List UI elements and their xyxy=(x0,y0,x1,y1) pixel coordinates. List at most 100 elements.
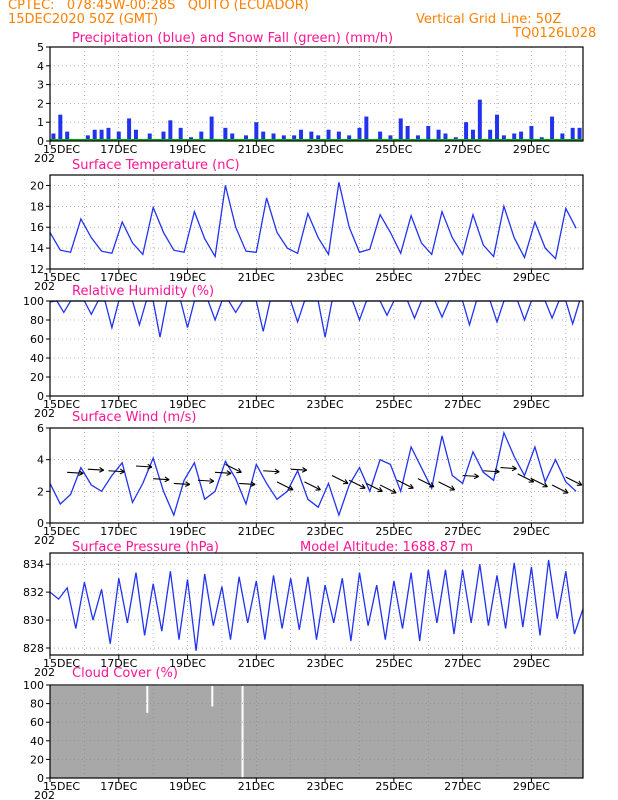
x-tick-label: 19DEC xyxy=(169,657,206,670)
precip-bar xyxy=(443,133,448,141)
cloud-area xyxy=(50,685,583,778)
x-tick-label: 23DEC xyxy=(307,780,344,793)
wind-arrow xyxy=(239,481,256,488)
y-tick-label: 6 xyxy=(37,422,44,435)
x-tick-label: 17DEC xyxy=(100,657,137,670)
x-tick-label: 21DEC xyxy=(238,143,275,156)
precip-bar xyxy=(281,135,286,141)
precip-bar xyxy=(519,131,524,141)
precip-bar xyxy=(364,116,369,141)
precip-bar xyxy=(209,116,214,141)
precip-bar xyxy=(405,125,410,141)
precip-bar xyxy=(99,129,104,141)
panel-4: Surface Pressure (hPa) Model Altitude: 16… xyxy=(23,540,584,679)
wind-arrow xyxy=(500,465,517,472)
y-tick-label: 20 xyxy=(30,179,44,192)
y-tick-label: 20 xyxy=(30,371,44,384)
panel-title: Surface Temperature (nC) xyxy=(72,158,240,173)
wind-arrow xyxy=(215,470,232,476)
panel-frame xyxy=(49,427,584,524)
precip-bar xyxy=(316,135,321,141)
precip-bar xyxy=(501,135,506,141)
panel-frame xyxy=(49,684,584,779)
y-tick-label: 14 xyxy=(30,242,44,255)
x-tick-label: 29DEC xyxy=(513,525,550,538)
precip-bar xyxy=(470,129,475,141)
precip-bar xyxy=(357,127,362,141)
precip-bar xyxy=(299,129,304,141)
y-tick-label: 80 xyxy=(30,698,44,711)
panel-2: Relative Humidity (%) 0 20 40 60 80 100 15DEC 17… xyxy=(23,284,584,420)
precip-bar xyxy=(488,129,493,141)
header-location: CPTEC: 078:45W-00:28S QUITO (ECUADOR) xyxy=(8,0,309,13)
precip-bar xyxy=(230,133,235,141)
header-datetime: 15DEC2020 50Z (GMT) xyxy=(8,12,159,27)
y-tick-label: 20 xyxy=(30,753,44,766)
x-tick-label: 25DEC xyxy=(375,525,412,538)
wind-arrow xyxy=(397,479,414,489)
precip-bar xyxy=(577,127,582,141)
precip-bar xyxy=(495,114,500,141)
wind-arrow xyxy=(379,484,397,494)
x-tick-label: 17DEC xyxy=(100,271,137,284)
precip-bar xyxy=(378,131,383,141)
x-tick-label: 29DEC xyxy=(513,271,550,284)
y-tick-label: 832 xyxy=(23,586,44,599)
year-stub: 202 xyxy=(34,789,55,800)
x-tick-label: 15DEC xyxy=(43,657,80,670)
y-tick-label: 828 xyxy=(23,642,44,655)
y-tick-label: 0 xyxy=(37,390,44,403)
precip-bar xyxy=(512,133,517,141)
wind-arrow xyxy=(173,481,191,488)
panel-frame xyxy=(49,46,584,142)
precip-bar xyxy=(116,131,121,141)
year-stub: 202 xyxy=(34,152,55,165)
x-tick-label: 25DEC xyxy=(375,780,412,793)
panel-1: Surface Temperature (nC) 12 14 16 18 20 15DEC 1… xyxy=(30,158,584,293)
year-stub: 202 xyxy=(34,407,55,420)
precip-bar xyxy=(58,114,63,141)
x-tick-label: 27DEC xyxy=(444,271,481,284)
precip-bar xyxy=(309,131,314,141)
panel-3: Surface Wind (m/s) 0 2 4 6 15DEC 17DEC 19DEC 21D… xyxy=(34,410,584,547)
precip-bar xyxy=(415,135,420,141)
panel-frame xyxy=(49,552,584,656)
y-tick-label: 16 xyxy=(30,221,44,234)
x-tick-label: 15DEC xyxy=(43,525,80,538)
wind-arrow xyxy=(263,468,280,475)
x-tick-label: 17DEC xyxy=(100,780,137,793)
precip-bar xyxy=(336,131,341,141)
wind-arrow xyxy=(438,481,456,491)
series-line xyxy=(49,430,577,518)
x-tick-label: 15DEC xyxy=(43,398,80,411)
y-tick-label: 3 xyxy=(37,79,44,92)
wind-arrow xyxy=(331,475,349,485)
x-tick-label: 21DEC xyxy=(238,780,275,793)
x-tick-label: 17DEC xyxy=(100,143,137,156)
precip-bar xyxy=(271,133,276,141)
y-tick-label: 0 xyxy=(37,772,44,785)
precip-bar xyxy=(529,125,534,141)
y-tick-label: 18 xyxy=(30,200,44,213)
y-tick-label: 2 xyxy=(37,485,44,498)
panel-0: Precipitation (blue) and Snow Fall (gree… xyxy=(34,31,584,165)
y-tick-label: 60 xyxy=(30,333,44,346)
x-tick-label: 21DEC xyxy=(238,657,275,670)
precip-bar xyxy=(426,125,431,141)
wind-arrow xyxy=(517,473,535,483)
x-tick-label: 27DEC xyxy=(444,780,481,793)
x-tick-label: 25DEC xyxy=(375,143,412,156)
x-tick-label: 29DEC xyxy=(513,657,550,670)
precip-bar xyxy=(570,127,575,141)
wind-arrow xyxy=(87,467,105,473)
wind-arrow xyxy=(531,478,548,488)
y-tick-label: 1 xyxy=(37,116,44,129)
precip-bar xyxy=(133,129,138,141)
x-tick-label: 29DEC xyxy=(513,398,550,411)
precip-bar xyxy=(398,118,403,141)
x-tick-label: 29DEC xyxy=(513,143,550,156)
cloud-dip xyxy=(146,685,149,713)
year-stub: 202 xyxy=(34,666,55,679)
panel-title: Surface Pressure (hPa) xyxy=(72,540,219,555)
